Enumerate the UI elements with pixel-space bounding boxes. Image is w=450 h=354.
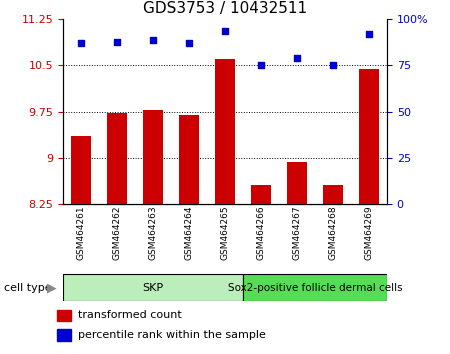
Point bbox=[365, 32, 373, 37]
Bar bbox=[323, 185, 343, 204]
Point bbox=[293, 55, 301, 61]
Point bbox=[221, 28, 229, 33]
Point bbox=[329, 63, 337, 68]
Text: GSM464262: GSM464262 bbox=[112, 206, 122, 260]
Text: GDS3753 / 10432511: GDS3753 / 10432511 bbox=[143, 1, 307, 16]
Bar bbox=[243, 274, 387, 301]
Text: GSM464265: GSM464265 bbox=[220, 206, 230, 260]
Point bbox=[113, 39, 121, 44]
Text: cell type: cell type bbox=[4, 282, 52, 293]
Point bbox=[185, 41, 193, 46]
Bar bbox=[107, 113, 127, 204]
Text: Sox2-positive follicle dermal cells: Sox2-positive follicle dermal cells bbox=[228, 282, 402, 293]
Point bbox=[257, 63, 265, 68]
Bar bbox=[58, 329, 71, 341]
Text: GSM464266: GSM464266 bbox=[256, 206, 266, 260]
Text: ▶: ▶ bbox=[47, 281, 57, 294]
Text: transformed count: transformed count bbox=[78, 310, 182, 320]
Bar bbox=[71, 136, 91, 204]
Bar bbox=[251, 185, 271, 204]
Text: GSM464268: GSM464268 bbox=[328, 206, 338, 260]
Point bbox=[77, 41, 85, 46]
Text: GSM464269: GSM464269 bbox=[364, 206, 373, 260]
Bar bbox=[179, 115, 199, 204]
Text: percentile rank within the sample: percentile rank within the sample bbox=[78, 330, 266, 339]
Bar bbox=[287, 162, 307, 204]
Text: GSM464264: GSM464264 bbox=[184, 206, 194, 260]
Text: GSM464267: GSM464267 bbox=[292, 206, 302, 260]
Point bbox=[149, 37, 157, 42]
Bar bbox=[58, 309, 71, 321]
Bar bbox=[359, 69, 379, 204]
Text: GSM464263: GSM464263 bbox=[148, 206, 157, 260]
Bar bbox=[63, 274, 243, 301]
Text: GSM464261: GSM464261 bbox=[76, 206, 86, 260]
Text: SKP: SKP bbox=[143, 282, 163, 293]
Bar bbox=[143, 110, 163, 204]
Bar bbox=[215, 59, 235, 204]
